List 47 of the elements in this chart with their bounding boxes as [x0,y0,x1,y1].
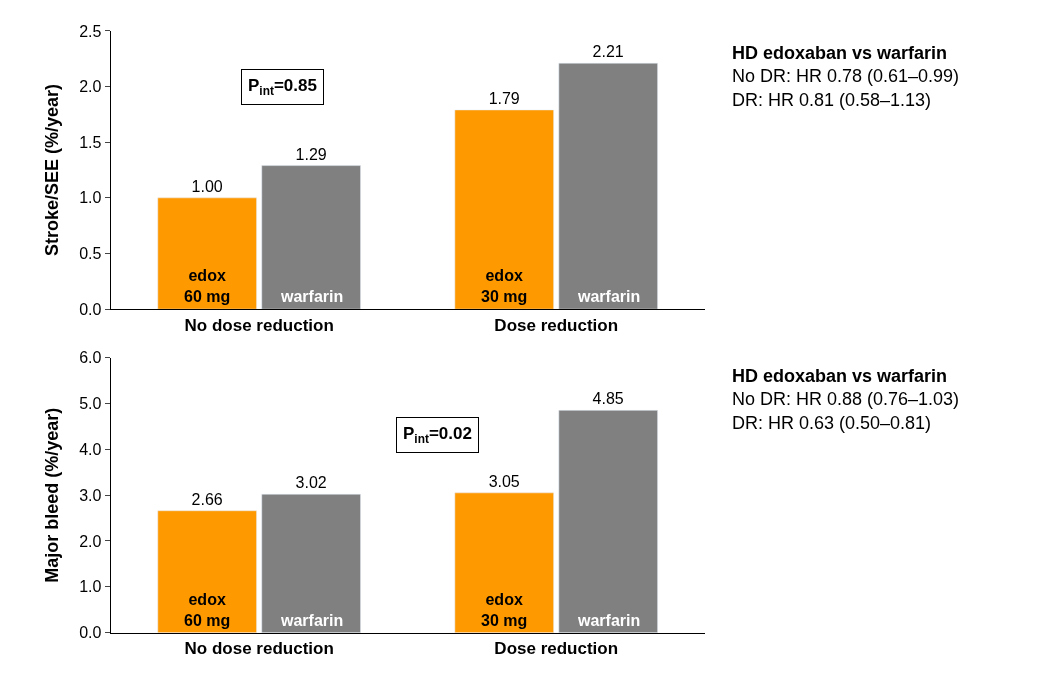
annotation: warfarin [280,288,344,305]
y-tick-label: 4.0 [79,440,102,458]
y-tick-label: 2.0 [79,78,102,96]
data-label: 2.66 [191,490,223,508]
y-tick-label: 2.5 [79,22,102,40]
bar [157,197,257,310]
x-tick-label: Dose reduction [494,315,619,335]
y-tick-label: 3.0 [79,486,102,504]
data-label: 1.29 [295,145,327,163]
y-tick-label: 1.5 [79,133,102,151]
y-axis-title: Stroke/SEE (%/year) [42,84,63,257]
data-label: 1.00 [191,177,223,195]
text: HD edoxaban vs warfarin No DR: HR 0.88 (0.76–1.03) DR: HR 0.63 (0.50–0.81) [732,366,960,433]
x-tick-label: Dose reduction [494,639,619,659]
y-tick-label: 1.0 [79,578,102,596]
y-tick-label: 5.0 [79,395,102,413]
x-tick-label: No dose reduction [184,639,334,659]
bar [454,492,554,633]
data-label: 1.79 [488,89,520,107]
annotation: warfarin [577,612,641,629]
data-label: 3.05 [488,472,520,490]
annotation: edox 60 mg [184,267,231,305]
y-tick-label: 1.0 [79,189,102,207]
bar [558,62,658,310]
bar [261,165,361,310]
y-tick-label: 6.0 [79,349,102,367]
annotation: edox 30 mg [481,591,528,629]
y-tick-label: 0.5 [79,245,102,263]
bar [261,493,361,633]
text: HD edoxaban vs warfarin No DR: HR 0.78 (0.61–0.99) DR: HR 0.81 (0.58–1.13) [732,43,960,110]
y-tick-label: 0.0 [79,624,102,642]
annotation: P$_{int}$=0.02 [403,424,472,446]
annotation: warfarin [577,288,641,305]
bar [454,109,554,310]
annotation: edox 60 mg [184,591,231,629]
x-tick-label: No dose reduction [184,315,334,335]
y-tick-label: 0.0 [79,300,102,318]
y-tick-label: 2.0 [79,532,102,550]
data-label: 3.02 [295,474,327,492]
y-axis-title: Major bleed (%/year) [42,407,63,583]
data-label: 4.85 [592,390,624,408]
bar [558,410,658,633]
annotation: edox 30 mg [481,267,528,305]
annotation: warfarin [280,612,344,629]
annotation: P$_{int}$=0.85 [248,76,317,98]
data-label: 2.21 [592,43,624,61]
bar [157,510,257,633]
